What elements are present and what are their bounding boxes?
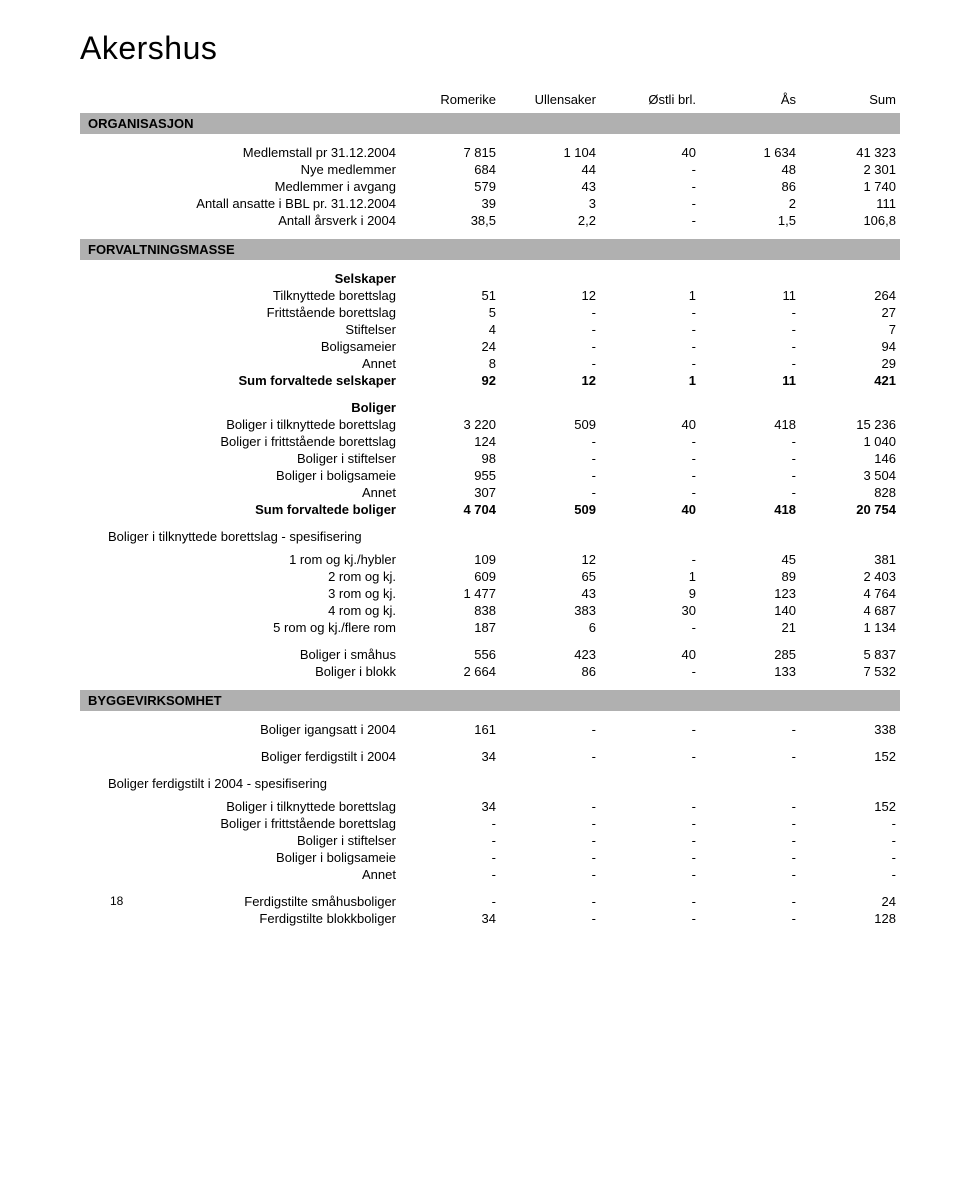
section-header-forv: FORVALTNINGSMASSE	[80, 239, 900, 260]
table-row: Stiftelser4---7	[80, 321, 900, 338]
table-row: 2 rom og kj.609651892 403	[80, 568, 900, 585]
table-row: Boliger i frittstående borettslag124---1…	[80, 433, 900, 450]
table-row: Boligsameier24---94	[80, 338, 900, 355]
column-header-row: Romerike Ullensaker Østli brl. Ås Sum	[80, 91, 900, 113]
table-row: Boliger i blokk2 66486-1337 532	[80, 663, 900, 680]
table-row: 1 rom og kj./hybler10912-45381	[80, 551, 900, 568]
table-row: Boliger i tilknyttede borettslag34---152	[80, 798, 900, 815]
table-row: Antall årsverk i 200438,52,2-1,5106,8	[80, 212, 900, 229]
col-header: Ås	[700, 91, 800, 113]
table-row: Tilknyttede borettslag5112111264	[80, 287, 900, 304]
page-title: Akershus	[80, 30, 900, 67]
table-row: Boliger i tilknyttede borettslag3 220509…	[80, 416, 900, 433]
table-row: 5 rom og kj./flere rom1876-211 134	[80, 619, 900, 636]
table-row: 4 rom og kj.838383301404 687	[80, 602, 900, 619]
table-row: Boliger igangsatt i 2004161---338	[80, 721, 900, 738]
sum-row: Sum forvaltede selskaper9212111421	[80, 372, 900, 389]
sum-row: Sum forvaltede boliger4 7045094041820 75…	[80, 501, 900, 518]
col-header: Ullensaker	[500, 91, 600, 113]
subsection-title: Boliger	[80, 399, 900, 416]
table-row: Boliger i stiftelser98---146	[80, 450, 900, 467]
table-row: Boliger i boligsameie955---3 504	[80, 467, 900, 484]
col-header: Romerike	[400, 91, 500, 113]
table-row: 18Ferdigstilte småhusboliger ----24	[80, 893, 900, 910]
table-row: Antall ansatte i BBL pr. 31.12.2004393-2…	[80, 195, 900, 212]
table-row: Boliger i boligsameie-----	[80, 849, 900, 866]
subsection-title: Selskaper	[80, 270, 900, 287]
table-row: Annet307---828	[80, 484, 900, 501]
col-header: Østli brl.	[600, 91, 700, 113]
col-header: Sum	[800, 91, 900, 113]
table-row: Medlemstall pr 31.12.20047 8151 104401 6…	[80, 144, 900, 161]
table-row: Boliger i stiftelser-----	[80, 832, 900, 849]
table-row: 3 rom og kj.1 4774391234 764	[80, 585, 900, 602]
table-row: Annet8---29	[80, 355, 900, 372]
table-row: Ferdigstilte blokkboliger34---128	[80, 910, 900, 927]
table-row: Nye medlemmer68444-482 301	[80, 161, 900, 178]
table-row: Boliger ferdigstilt i 200434---152	[80, 748, 900, 765]
page-number: 18	[110, 894, 123, 908]
table-row: Medlemmer i avgang57943-861 740	[80, 178, 900, 195]
table-row: Annet-----	[80, 866, 900, 883]
section-header-org: ORGANISASJON	[80, 113, 900, 134]
subsection-title: Boliger i tilknyttede borettslag - spesi…	[80, 528, 900, 545]
table-row: Frittstående borettslag5---27	[80, 304, 900, 321]
data-table: Romerike Ullensaker Østli brl. Ås Sum OR…	[80, 91, 900, 927]
subsection-title: Boliger ferdigstilt i 2004 - spesifiseri…	[80, 775, 900, 792]
section-header-bygg: BYGGEVIRKSOMHET	[80, 690, 900, 711]
table-row: Boliger i frittstående borettslag-----	[80, 815, 900, 832]
table-row: Boliger i småhus556423402855 837	[80, 646, 900, 663]
